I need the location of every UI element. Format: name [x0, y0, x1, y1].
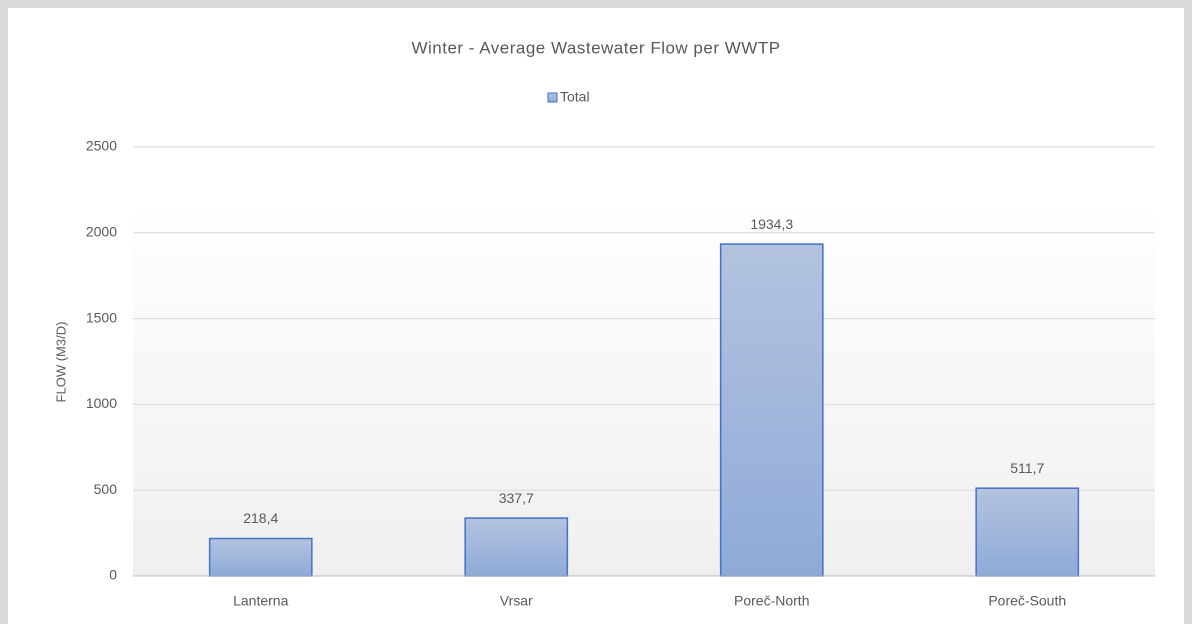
y-tick-label: 500	[94, 481, 118, 497]
y-tick-label: 1500	[86, 309, 117, 325]
y-tick-label: 0	[109, 567, 117, 583]
bar	[208, 537, 313, 577]
y-axis-label: FLOW (M3/D)	[53, 322, 68, 403]
x-tick-label: Vrsar	[500, 593, 533, 609]
legend-swatch	[547, 92, 558, 103]
y-tick-label: 2000	[86, 224, 117, 240]
y-tick-label: 1000	[86, 395, 117, 411]
data-label: 1934,3	[750, 216, 793, 232]
legend-label: Total	[560, 89, 590, 105]
chart-title: Winter - Average Wastewater Flow per WWT…	[411, 38, 780, 57]
x-tick-label: Poreč-North	[734, 593, 809, 609]
x-tick-label: Lanterna	[233, 593, 288, 609]
data-label: 511,7	[1010, 460, 1044, 476]
bar	[975, 487, 1080, 577]
bar	[719, 243, 824, 577]
data-label: 337,7	[499, 490, 534, 506]
bar	[464, 517, 569, 577]
x-tick-label: Poreč-South	[988, 593, 1066, 609]
data-label: 218,4	[243, 510, 278, 526]
y-tick-label: 2500	[86, 138, 117, 154]
